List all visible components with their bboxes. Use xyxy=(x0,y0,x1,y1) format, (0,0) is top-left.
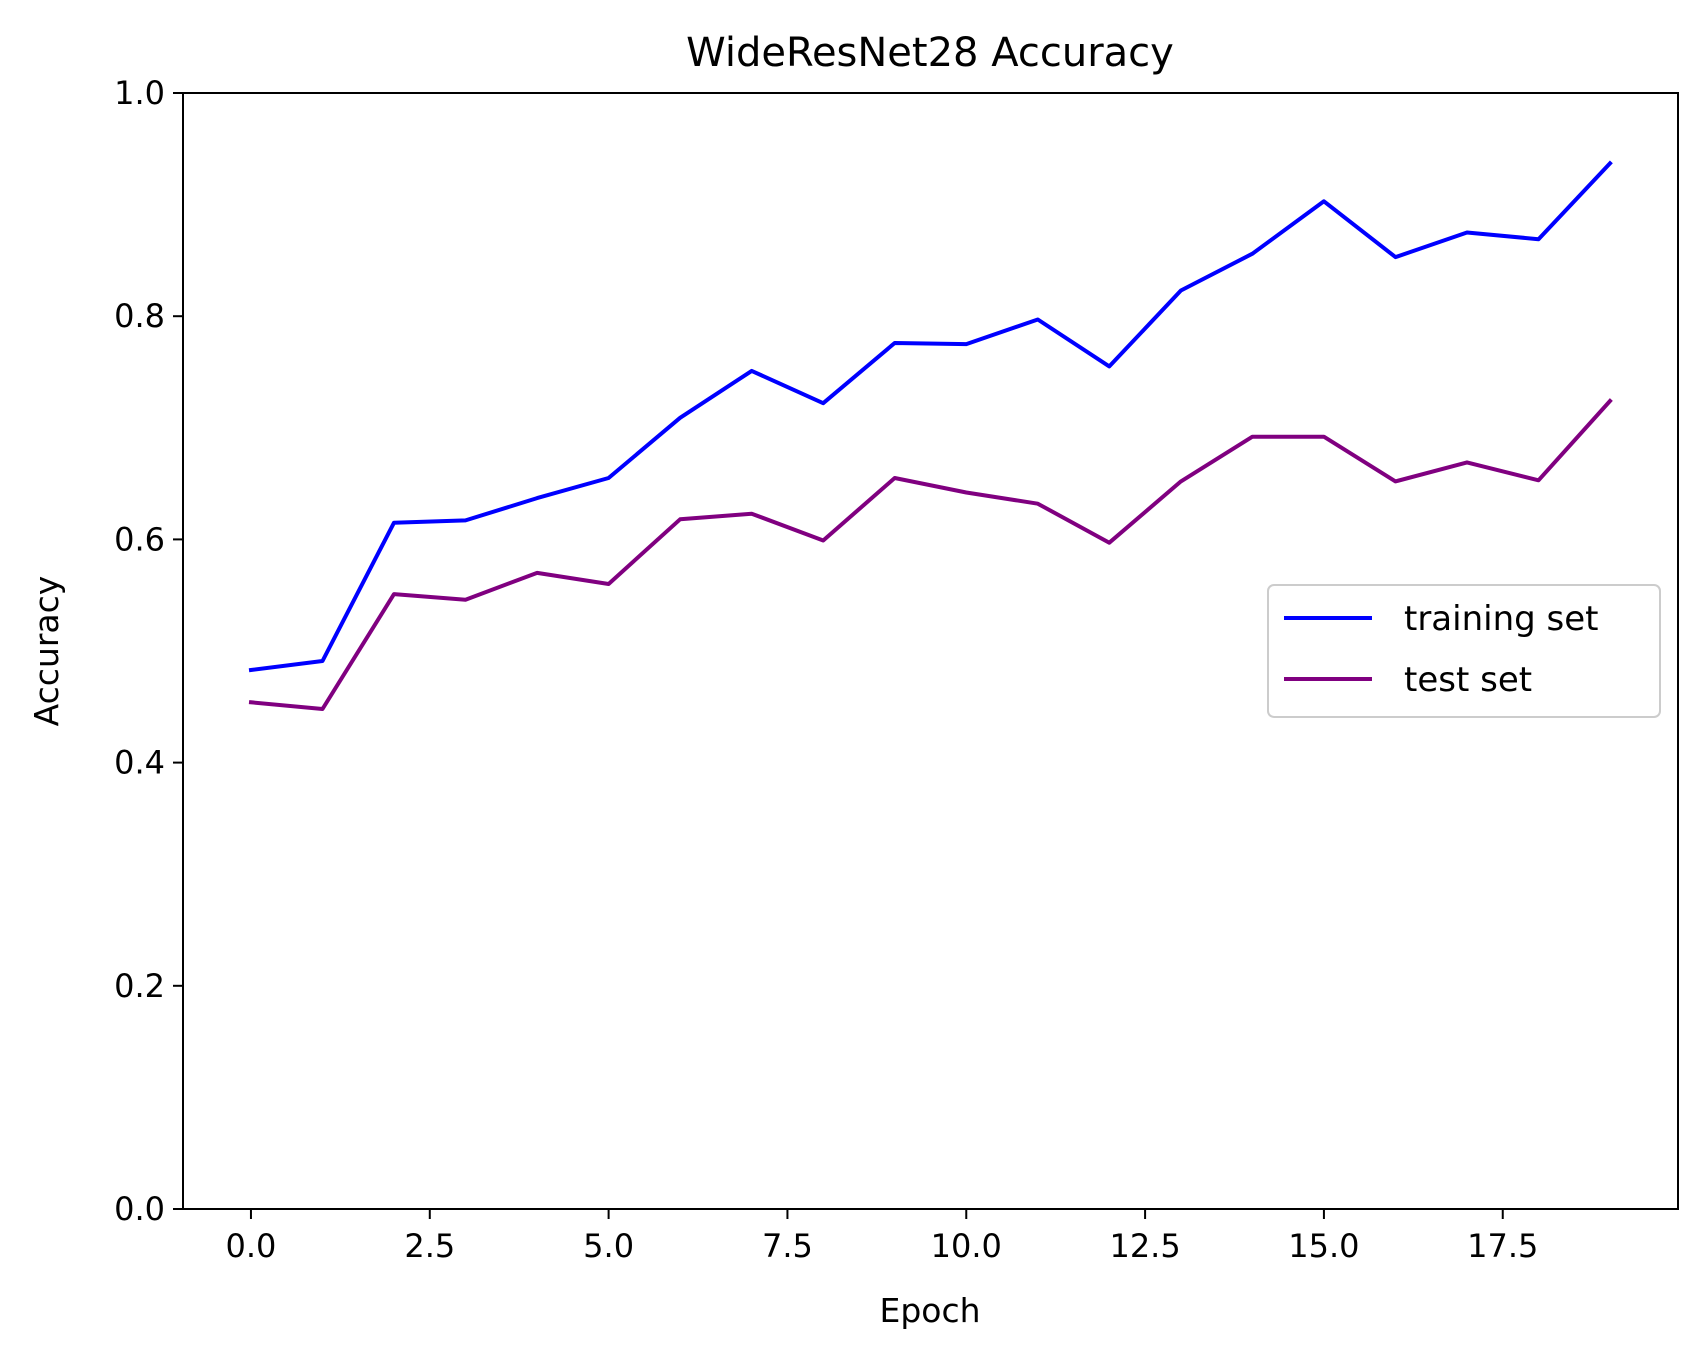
legend-label-test-set: test set xyxy=(1404,660,1532,700)
x-tick-label: 7.5 xyxy=(762,1227,813,1265)
legend: training set test set xyxy=(1267,584,1661,718)
y-tick-label: 1.0 xyxy=(114,74,165,112)
y-axis: 0.0 0.2 0.4 0.6 0.8 1.0 xyxy=(114,74,183,1228)
x-tick-label: 5.0 xyxy=(583,1227,634,1265)
series-line-test-set xyxy=(248,398,1613,711)
x-tick-label: 15.0 xyxy=(1288,1227,1359,1265)
x-tick-label: 0.0 xyxy=(226,1227,277,1265)
y-axis-label: Accuracy xyxy=(27,576,66,727)
x-tick-label: 10.0 xyxy=(931,1227,1002,1265)
y-tick-label: 0.2 xyxy=(114,967,165,1005)
y-tick-label: 0.4 xyxy=(114,744,165,782)
y-tick-label: 0.0 xyxy=(114,1190,165,1228)
y-tick-label: 0.8 xyxy=(114,297,165,335)
x-tick-label: 2.5 xyxy=(404,1227,455,1265)
legend-label-training-set: training set xyxy=(1404,599,1599,639)
x-axis: 0.0 2.5 5.0 7.5 10.0 12.5 15.0 17.5 xyxy=(226,1209,1538,1265)
x-tick-label: 17.5 xyxy=(1467,1227,1538,1265)
series-layer xyxy=(248,160,1613,711)
plot-frame xyxy=(182,92,1679,1210)
x-tick-label: 12.5 xyxy=(1109,1227,1180,1265)
x-axis-label: Epoch xyxy=(879,1291,980,1330)
series-line-training-set xyxy=(248,160,1613,673)
y-tick-label: 0.6 xyxy=(114,520,165,558)
chart-title: WideResNet28 Accuracy xyxy=(686,30,1174,76)
